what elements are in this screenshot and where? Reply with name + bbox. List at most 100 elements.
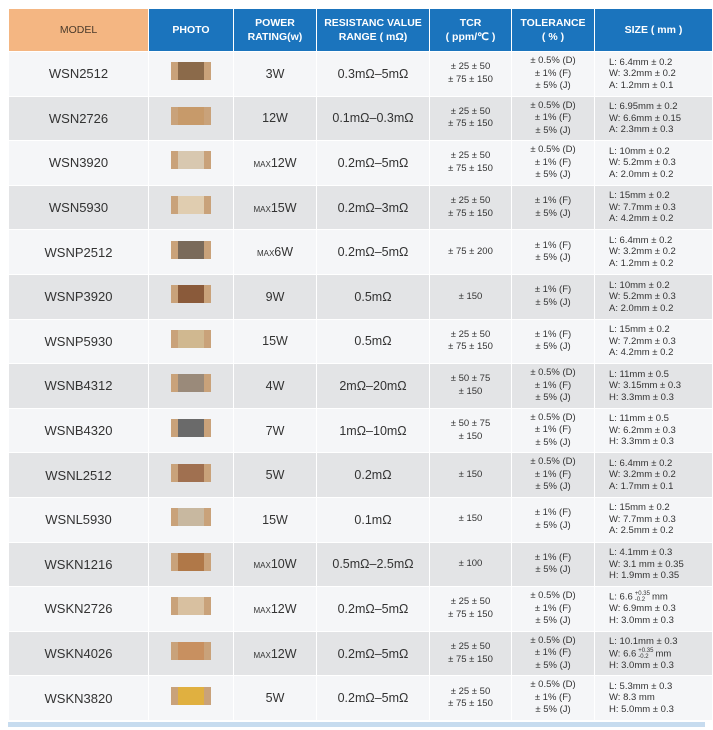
chip-terminal <box>171 374 178 393</box>
chip-body <box>173 508 209 527</box>
model-cell: WSNP2512 <box>8 229 149 275</box>
chip-terminal <box>204 329 211 348</box>
tcr-cell: ± 150 <box>429 452 512 498</box>
range-cell: 0.2mΩ–5mΩ <box>316 630 430 677</box>
chip-terminal <box>204 686 211 705</box>
tcr-line: ± 25 ± 50 <box>450 195 491 207</box>
size-line: A: 2.3mm ± 0.3 <box>609 124 674 136</box>
size-tolerance: +0.35 -0.2 <box>638 648 653 660</box>
header-text: TCR <box>459 17 482 29</box>
chip-terminal <box>171 597 178 616</box>
tolerance-line: ± 5% (J) <box>535 207 571 219</box>
chip-terminal <box>171 151 178 170</box>
tolerance-line: ± 0.5% (D) <box>530 634 576 646</box>
chip-terminal <box>204 240 211 259</box>
table-row: WSNP3920 9W 0.5mΩ ± 150 ± 1% (F) ± 5% (J) L: 1… <box>8 273 713 320</box>
product-photo <box>171 419 211 438</box>
tolerance-line: ± 5% (J) <box>535 704 571 716</box>
chip-terminal <box>204 106 211 125</box>
size-line: L: 6.95mm ± 0.2 <box>609 101 678 113</box>
power-cell: 4W <box>233 363 317 409</box>
chip-body <box>173 151 209 170</box>
table-row: WSKN3820 5W 0.2mΩ–5mΩ ± 25 ± 50 ± 75 ± 150 ± … <box>8 675 713 721</box>
size-line: W: 3.2mm ± 0.2 <box>609 246 676 258</box>
size-line: W: 5.2mm ± 0.3 <box>609 291 676 303</box>
table-row: WSN2726 12W 0.1mΩ–0.3mΩ ± 25 ± 50 ± 75 ± 150… <box>8 95 713 142</box>
model-cell: WSNP3920 <box>8 273 149 320</box>
tcr-line: ± 75 ± 150 <box>448 73 493 85</box>
product-photo <box>171 597 211 616</box>
tcr-line: ± 150 <box>458 290 483 302</box>
tcr-cell: ± 100 <box>429 541 512 588</box>
tolerance-line: ± 5% (J) <box>535 615 571 627</box>
tolerance-line: ± 1% (F) <box>534 691 572 703</box>
range-cell: 0.2mΩ–5mΩ <box>316 586 430 632</box>
product-photo <box>171 508 211 527</box>
size-line: A: 2.0mm ± 0.2 <box>609 168 674 180</box>
header-cell: PHOTO <box>148 8 234 52</box>
size-line: A: 1.2mm ± 0.1 <box>609 79 674 91</box>
tolerance-line: ± 1% (F) <box>534 112 572 124</box>
product-photo <box>171 285 211 304</box>
range-cell: 0.1mΩ <box>316 496 430 543</box>
tcr-cell: ± 150 <box>429 496 512 543</box>
power-cell: MAX12W <box>233 630 317 677</box>
tolerance-cell: ± 0.5% (D) ± 1% (F) ± 5% (J) <box>511 95 595 142</box>
range-cell: 0.2mΩ–5mΩ <box>316 140 430 186</box>
range-cell: 0.1mΩ–0.3mΩ <box>316 95 430 142</box>
chip-body <box>173 642 209 661</box>
model-cell: WSNL5930 <box>8 496 149 543</box>
tolerance-line: ± 1% (F) <box>534 647 572 659</box>
range-cell: 0.3mΩ–5mΩ <box>316 51 430 97</box>
table-body: WSN2512 3W 0.3mΩ–5mΩ ± 25 ± 50 ± 75 ± 150 ± 0… <box>8 51 713 721</box>
table-row: WSN2512 3W 0.3mΩ–5mΩ ± 25 ± 50 ± 75 ± 150 ± 0… <box>8 51 713 97</box>
size-cell: L: 15mm ± 0.2 W: 7.7mm ± 0.3 A: 2.5mm ± 0.… <box>594 496 713 543</box>
tolerance-cell: ± 0.5% (D) ± 1% (F) ± 5% (J) <box>511 51 595 97</box>
table-row: WSNP5930 15W 0.5mΩ ± 25 ± 50 ± 75 ± 150 ± 1% … <box>8 318 713 365</box>
size-line: H: 3.3mm ± 0.3 <box>609 391 674 403</box>
chip-terminal <box>204 285 211 304</box>
tolerance-line: ± 5% (J) <box>535 519 571 531</box>
power-cell: 15W <box>233 318 317 365</box>
header-cell: POWER RATING(w) <box>233 8 317 52</box>
product-photo <box>171 106 211 125</box>
size-line: L: 6.4mm ± 0.2 <box>609 457 673 469</box>
tolerance-line: ± 1% (F) <box>534 328 572 340</box>
tcr-line: ± 150 <box>458 513 483 525</box>
model-cell: WSKN1216 <box>8 541 149 588</box>
size-line: L: 11mm ± 0.5 <box>609 413 669 425</box>
size-line: A: 1.2mm ± 0.2 <box>609 257 674 269</box>
size-unit: mm <box>651 591 668 603</box>
size-line: A: 4.2mm ± 0.2 <box>609 213 674 225</box>
tolerance-cell: ± 0.5% (D) ± 1% (F) ± 5% (J) <box>511 140 595 186</box>
size-line: W: 3.2mm ± 0.2 <box>609 68 676 80</box>
size-line: A: 1.7mm ± 0.1 <box>609 480 674 492</box>
size-cell: L: 15mm ± 0.2 W: 7.7mm ± 0.3 A: 4.2mm ± 0.… <box>594 184 713 231</box>
chip-terminal <box>204 463 211 482</box>
size-line: W: 6.9mm ± 0.3 <box>609 603 676 615</box>
tolerance-line: ± 5% (J) <box>535 564 571 576</box>
model-cell: WSNB4320 <box>8 407 149 454</box>
power-prefix: MAX <box>253 159 271 169</box>
tcr-line: ± 25 ± 50 <box>450 596 491 608</box>
tolerance-line: ± 1% (F) <box>534 156 572 168</box>
chip-terminal <box>171 552 178 571</box>
power-cell: 12W <box>233 95 317 142</box>
tolerance-cell: ± 0.5% (D) ± 1% (F) ± 5% (J) <box>511 407 595 454</box>
photo-cell <box>148 318 234 365</box>
power-value: 15W <box>270 200 297 215</box>
power-cell: 9W <box>233 273 317 320</box>
product-photo <box>171 151 211 170</box>
power-cell: MAX12W <box>233 140 317 186</box>
photo-cell <box>148 541 234 588</box>
product-photo <box>171 374 211 393</box>
tolerance-line: ± 1% (F) <box>534 602 572 614</box>
size-line: W: 7.7mm ± 0.3 <box>609 513 676 525</box>
power-prefix: MAX <box>253 605 271 615</box>
table-row: WSNL2512 5W 0.2mΩ ± 150 ± 0.5% (D) ± 1% (F) ± … <box>8 452 713 498</box>
table-row: WSNB4312 4W 2mΩ–20mΩ ± 50 ± 75 ± 150 ± 0.5% (… <box>8 363 713 409</box>
power-value: 12W <box>270 155 297 170</box>
size-line: A: 2.5mm ± 0.2 <box>609 525 674 537</box>
header-cell: TCR ( ppm/℃ ) <box>429 8 512 52</box>
chip-body <box>173 374 209 393</box>
